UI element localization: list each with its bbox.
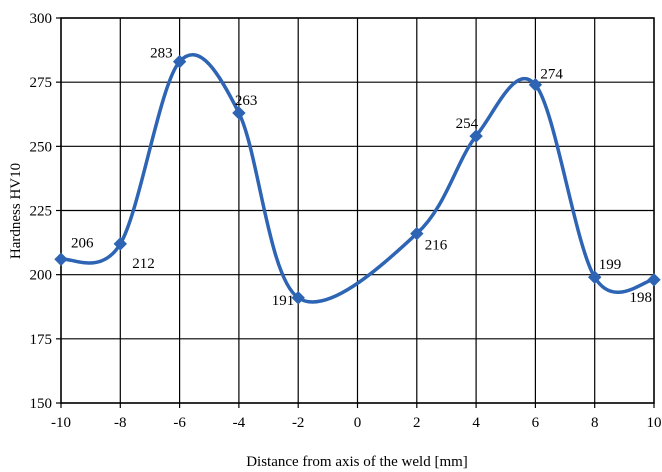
data-label: 254	[456, 116, 479, 132]
x-tick-label: 4	[472, 415, 480, 431]
data-label: 216	[425, 238, 448, 254]
grid	[60, 17, 655, 404]
y-axis-ticks: 150 175 200 225 250 275 300	[30, 11, 61, 412]
x-tick-label: -10	[51, 415, 71, 431]
data-point-marker	[172, 54, 187, 69]
data-point-marker	[587, 270, 602, 284]
y-tick-label: 275	[30, 75, 53, 91]
data-point-marker	[291, 291, 305, 305]
data-label: 212	[132, 256, 155, 272]
data-point-marker	[528, 78, 543, 92]
y-axis-label: Hardness HV10	[8, 163, 24, 259]
data-label: 263	[235, 93, 258, 109]
data-point-marker	[113, 237, 128, 251]
x-tick-label: -4	[233, 415, 246, 431]
data-label: 283	[150, 46, 173, 62]
series-line	[59, 53, 656, 304]
data-point-marker	[232, 106, 246, 120]
data-point-marker	[410, 226, 424, 241]
data-label: 274	[540, 67, 563, 83]
data-labels: 206 212 283 263 191 216 254 274 199 198	[71, 46, 652, 309]
x-tick-label: 0	[354, 415, 362, 431]
x-tick-label: 6	[532, 415, 540, 431]
y-tick-label: 200	[30, 268, 53, 284]
x-tick-label: -8	[114, 415, 127, 431]
x-tick-label: -2	[292, 415, 305, 431]
y-tick-label: 250	[30, 139, 53, 155]
x-tick-label: 2	[413, 415, 421, 431]
x-tick-label: 8	[591, 415, 599, 431]
data-label: 199	[599, 257, 622, 273]
data-label: 191	[272, 293, 295, 309]
y-tick-label: 225	[30, 204, 53, 220]
data-point-marker	[469, 129, 483, 143]
data-point-marker	[647, 273, 661, 287]
data-label: 198	[630, 290, 653, 306]
y-tick-label: 175	[30, 332, 53, 348]
x-tick-label: -6	[173, 415, 186, 431]
data-label: 206	[71, 235, 94, 251]
y-tick-label: 300	[30, 11, 53, 27]
y-tick-label: 150	[30, 396, 53, 412]
series-layer	[54, 53, 661, 305]
data-point-marker	[54, 252, 68, 266]
x-axis-label: Distance from axis of the weld [mm]	[246, 454, 468, 470]
x-tick-label: 10	[647, 415, 662, 431]
x-axis-ticks: -10 -8 -6 -4 -2 0 2 4 6 8 10	[51, 403, 662, 431]
